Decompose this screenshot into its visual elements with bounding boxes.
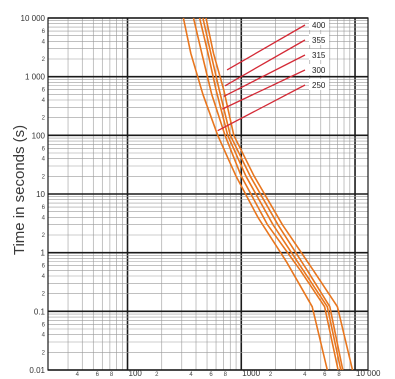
y-minor-tick-label: 4 — [42, 98, 46, 104]
series-curve-355 — [202, 17, 344, 371]
y-tick-label: 1 000 — [25, 73, 46, 82]
y-tick-label: 0.01 — [29, 366, 45, 375]
callout-line-250 — [217, 84, 306, 132]
y-minor-tick-label: 4 — [42, 157, 46, 163]
callout-line-315 — [223, 54, 306, 98]
y-tick-label: 100 — [32, 131, 46, 140]
y-minor-tick-label: 4 — [42, 274, 46, 280]
callout-label-400: 400 — [312, 21, 326, 30]
callout-line-300 — [221, 69, 306, 110]
x-minor-tick-label: 6 — [209, 372, 213, 378]
x-minor-tick-label: 8 — [110, 372, 114, 378]
x-tick-label: 1000 — [242, 369, 260, 378]
callout-label-355: 355 — [312, 36, 326, 45]
y-minor-tick-label: 6 — [42, 264, 46, 270]
y-minor-tick-label: 2 — [42, 57, 46, 63]
series-curve-300 — [192, 17, 339, 371]
y-minor-tick-label: 4 — [42, 39, 46, 45]
y-minor-tick-label: 6 — [42, 322, 46, 328]
y-minor-tick-label: 4 — [42, 215, 46, 221]
y-minor-tick-label: 6 — [42, 29, 46, 35]
x-minor-tick-label: 6 — [323, 372, 327, 378]
callout-label-315: 315 — [312, 51, 326, 60]
callout-label-300: 300 — [312, 66, 326, 75]
y-minor-tick-label: 2 — [42, 350, 46, 356]
y-minor-tick-label: 2 — [42, 116, 46, 122]
x-minor-tick-label: 8 — [224, 372, 228, 378]
series-curve-400 — [205, 17, 354, 371]
callout-label-bg — [309, 19, 329, 30]
y-tick-label: 10 000 — [21, 14, 46, 23]
x-minor-tick-label: 4 — [303, 372, 307, 378]
y-axis-label: Time in seconds (s) — [11, 125, 28, 255]
x-minor-tick-label: 6 — [96, 372, 100, 378]
callout-label-bg — [309, 49, 329, 60]
callout-label-bg — [309, 79, 329, 90]
callout-line-355 — [224, 39, 306, 87]
y-minor-tick-label: 6 — [42, 88, 46, 94]
callout-label-250: 250 — [312, 81, 326, 90]
plot-border — [47, 17, 369, 371]
callout-label-bg — [309, 64, 329, 75]
y-minor-tick-label: 2 — [42, 174, 46, 180]
x-minor-tick-label: 4 — [76, 372, 80, 378]
callout-group: 400 355 315 300 250 — [217, 19, 329, 132]
x-tick-label: 100 — [129, 369, 143, 378]
tick-labels: 10 000 1 000 100 10 1 0.1 0.01 6 4 2 6 4 2 6 4 2 6 4 2 6 4 2 6… — [21, 14, 382, 378]
series-curve-315 — [198, 17, 342, 371]
x-minor-tick-label: 8 — [337, 372, 341, 378]
y-tick-label: 0.1 — [34, 307, 46, 316]
y-minor-tick-label: 6 — [42, 205, 46, 211]
y-minor-tick-label: 2 — [42, 292, 46, 298]
y-tick-label: 10 — [36, 190, 45, 199]
y-tick-label: 1 — [41, 249, 46, 258]
callout-label-bg — [309, 34, 329, 45]
series-curve-250 — [182, 17, 329, 371]
y-minor-tick-label: 4 — [42, 333, 46, 339]
x-minor-tick-label: 2 — [269, 372, 273, 378]
x-minor-tick-label: 2 — [155, 372, 159, 378]
y-minor-tick-label: 6 — [42, 146, 46, 152]
x-minor-tick-label: 4 — [189, 372, 193, 378]
x-tick-label: 10 000 — [356, 369, 381, 378]
callout-line-400 — [226, 24, 306, 71]
series-group — [182, 17, 354, 371]
y-minor-tick-label: 2 — [42, 233, 46, 239]
